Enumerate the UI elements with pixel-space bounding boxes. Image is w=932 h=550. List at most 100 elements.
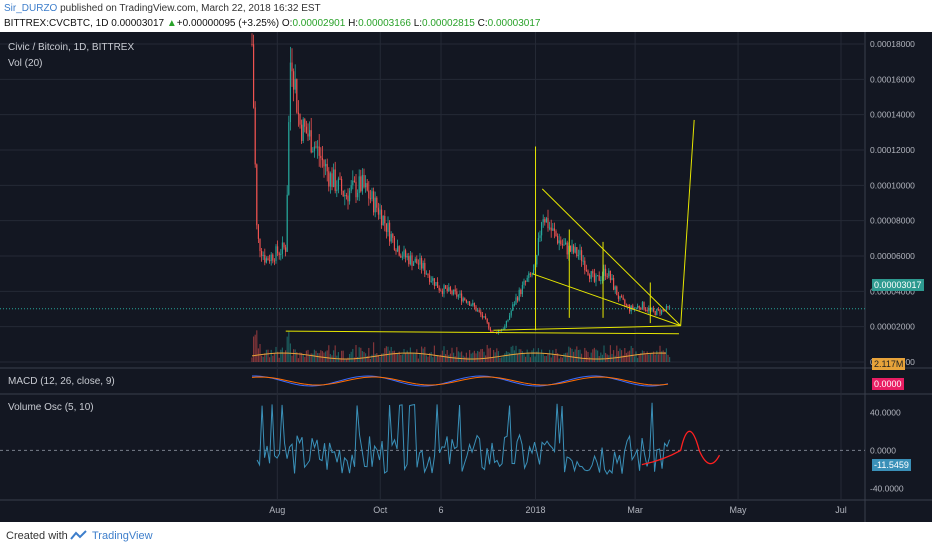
volume-bar — [641, 350, 643, 362]
candle-body — [445, 285, 447, 289]
candle-body — [443, 285, 445, 294]
volume-bar — [553, 355, 555, 362]
volume-bar — [552, 350, 554, 362]
candle-body — [336, 189, 338, 191]
price-tick-label: 0.00002000 — [870, 322, 915, 332]
volume-oscillator — [0, 402, 865, 476]
volume-bar — [505, 351, 507, 362]
macd-study-label[interactable]: MACD (12, 26, close, 9) — [8, 376, 115, 387]
volume-bar — [259, 344, 261, 362]
volume-bar — [475, 353, 477, 362]
candle-body — [289, 62, 291, 123]
volume-osc-study-label[interactable]: Volume Osc (5, 10) — [8, 402, 94, 413]
candle-body — [416, 258, 418, 264]
volume-bar — [261, 355, 263, 362]
candle-body — [662, 309, 664, 311]
volume-bar — [486, 344, 488, 362]
candle-body — [384, 216, 386, 224]
chart-canvas[interactable]: 0.000000000.000020000.000040000.00006000… — [0, 32, 932, 522]
candle-body — [435, 281, 437, 286]
tradingview-link[interactable]: TradingView — [92, 530, 153, 542]
volume-bar — [350, 351, 352, 362]
macd-tag: 0.0000 — [872, 378, 904, 390]
volume-bar — [563, 353, 565, 362]
volume-bar — [550, 357, 552, 362]
candle-body — [264, 254, 266, 263]
volume-bar — [481, 348, 483, 362]
candle-body — [389, 222, 391, 242]
volume-bar — [635, 351, 637, 362]
candle-body — [611, 278, 613, 280]
volume-bar — [307, 349, 309, 362]
open-label: O: — [281, 18, 293, 29]
candle-body — [565, 242, 567, 245]
candle-body — [481, 314, 483, 318]
volume-bar — [397, 353, 399, 362]
candle-body — [528, 273, 530, 278]
volume-bar — [472, 352, 474, 362]
volume-bar — [317, 353, 319, 362]
candle-body — [640, 308, 642, 310]
volume-bar — [579, 349, 581, 362]
candle-body — [422, 262, 424, 269]
candle-body — [302, 119, 304, 141]
candle-body — [472, 303, 474, 306]
candle-body — [553, 228, 555, 232]
price-tick-label: 0.00016000 — [870, 74, 915, 84]
volume-bar — [286, 336, 288, 362]
candle-body — [541, 222, 543, 236]
candle-body — [267, 258, 269, 261]
candle-body — [656, 309, 658, 316]
chart-area[interactable]: 0.000000000.000020000.000040000.00006000… — [0, 32, 932, 522]
volume-bar — [501, 357, 503, 362]
volume-bar — [637, 357, 639, 362]
volume-bar — [461, 351, 463, 362]
candle-body — [542, 219, 544, 223]
last-price: 0.00003017 — [111, 18, 165, 29]
volume-bar — [491, 357, 493, 362]
candle-body — [515, 297, 517, 305]
volume-bar — [405, 353, 407, 362]
candle-body — [273, 260, 275, 262]
candle-body — [400, 255, 402, 258]
volume-bar — [526, 349, 528, 362]
volume-bar — [541, 349, 543, 362]
volume-bar — [374, 353, 376, 362]
volume-bar — [454, 356, 456, 362]
candle-body — [469, 301, 471, 306]
macd-lines — [251, 375, 669, 387]
volume-bar — [273, 353, 275, 362]
volume-bar — [664, 351, 666, 362]
author-link[interactable]: Sir_DURZO — [4, 3, 58, 14]
candle-body — [270, 254, 272, 261]
candle-body — [489, 328, 491, 331]
price-tick-label: 0.00014000 — [870, 110, 915, 120]
candle-body — [625, 304, 627, 306]
candle-body — [561, 244, 563, 246]
volume-bar — [584, 347, 586, 362]
candle-body — [321, 158, 323, 161]
volume-bar — [262, 356, 264, 362]
volume-bar — [544, 356, 546, 362]
candle-body — [646, 310, 648, 312]
candle-body — [414, 258, 416, 263]
volume-bar — [320, 350, 322, 362]
open-value: 0.00002901 — [292, 18, 346, 29]
candle-body — [483, 316, 485, 318]
volume-bar — [558, 358, 560, 362]
candle-body — [597, 275, 599, 277]
candle-body — [581, 250, 583, 261]
volume-bar — [577, 350, 579, 362]
volume-bar — [325, 351, 327, 362]
candle-body — [259, 238, 261, 251]
volume-study-label[interactable]: Vol (20) — [8, 58, 43, 69]
volume-bar — [413, 353, 415, 362]
target-projection-line — [680, 119, 695, 326]
volume-bar — [445, 354, 447, 362]
candle-body — [558, 240, 560, 244]
volume-bar — [656, 350, 658, 362]
volume-bar — [523, 352, 525, 362]
volume-bar — [545, 356, 547, 362]
chart-title: Civic / Bitcoin, 1D, BITTREX — [8, 42, 135, 53]
volume-bar — [339, 358, 341, 362]
